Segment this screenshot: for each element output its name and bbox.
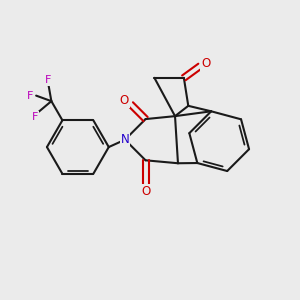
Text: O: O (120, 94, 129, 107)
Text: F: F (32, 112, 39, 122)
Text: O: O (201, 57, 211, 70)
Text: F: F (26, 91, 33, 100)
Text: F: F (45, 75, 52, 85)
Text: O: O (141, 185, 150, 198)
Text: N: N (121, 133, 129, 146)
